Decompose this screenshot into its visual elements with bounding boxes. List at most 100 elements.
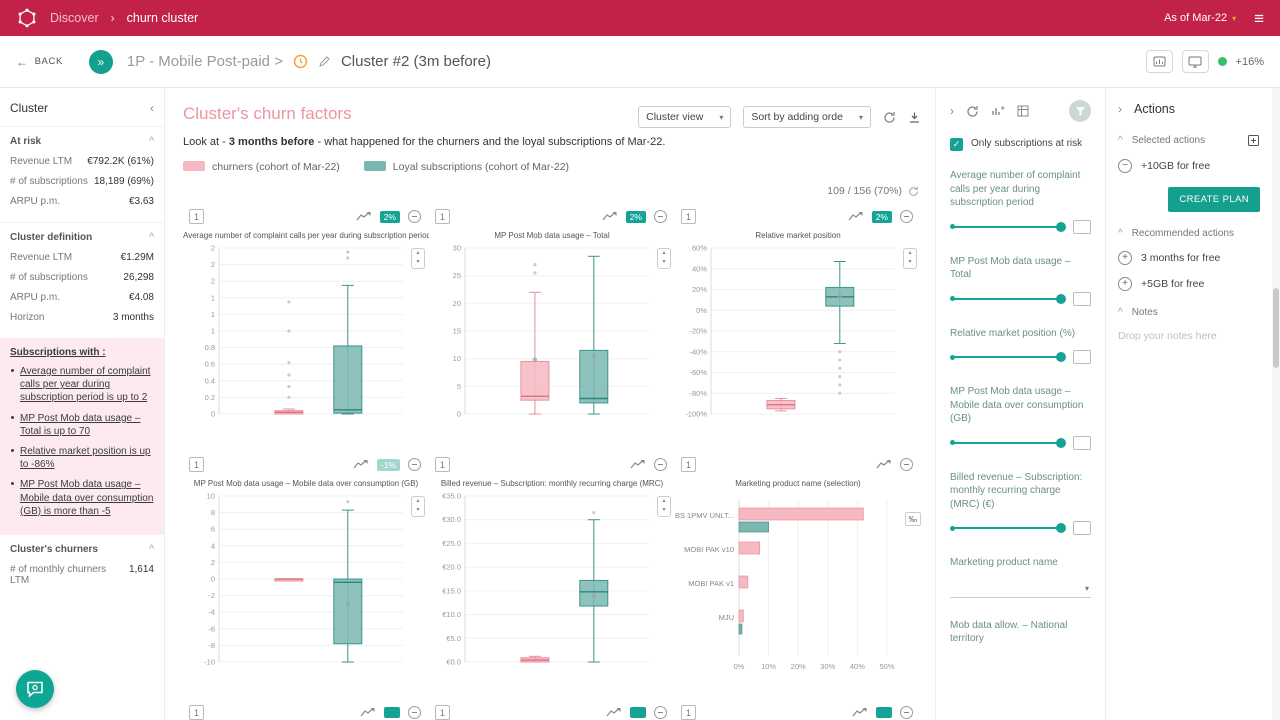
zoom-stepper[interactable]: ▴ ▾ [411,248,425,269]
chart-layer-icon[interactable]: 1 [435,457,450,472]
remove-chart-icon[interactable] [408,706,421,719]
caret-down-icon: ▾ [1232,13,1237,23]
delta-badge: 2% [625,210,646,223]
range-slider[interactable] [950,522,1066,534]
app-logo-icon[interactable] [16,7,38,29]
chart-layer-icon[interactable]: 1 [435,705,450,720]
chart-layer-icon[interactable]: 1 [681,209,696,224]
filter-definition-link[interactable]: Relative market position is up to -86% [11,445,154,471]
chevron-up-icon[interactable]: ^ [149,136,154,147]
add-action-icon[interactable]: + [1118,277,1132,291]
reload-count-icon[interactable] [908,186,919,197]
collapse-sidebar-icon[interactable]: ‹ [150,101,154,115]
chart-layer-icon[interactable]: 1 [189,457,204,472]
refresh-icon[interactable] [883,111,896,124]
remove-action-icon[interactable]: − [1118,159,1132,173]
filter-funnel-button[interactable] [1069,100,1091,122]
collapse-filters-icon[interactable]: › [950,104,954,118]
filter-definition-link[interactable]: MP Post Mob data usage – Total is up to … [11,412,154,438]
download-icon[interactable] [908,111,921,124]
slider-input-toggle[interactable] [1073,219,1091,234]
table-view-icon[interactable] [1017,105,1029,117]
sort-select[interactable]: Sort by adding orde ▾ [743,106,871,128]
as-of-selector[interactable]: As of Mar-22 ▾ [1164,12,1236,24]
breadcrumb-segment[interactable]: 1P - Mobile Post-paid > [126,53,283,70]
range-slider[interactable] [950,351,1066,363]
trend-icon[interactable] [630,459,646,470]
svg-text:2: 2 [211,277,215,286]
at-risk-checkbox-row[interactable]: ✓ Only subscriptions at risk [950,138,1091,151]
monitor-view-button[interactable] [1181,50,1209,73]
unit-toggle[interactable]: ‰ [904,512,921,526]
breadcrumb-discover[interactable]: Discover [50,11,99,25]
trend-icon[interactable] [353,459,369,470]
slider-input-toggle[interactable] [1073,350,1091,364]
notes-dropzone[interactable]: Drop your notes here [1118,330,1217,342]
report-view-button[interactable] [1145,50,1173,73]
trend-icon[interactable] [606,707,622,718]
recommended-actions-header[interactable]: ^ Recommended actions [1118,228,1260,239]
chart-card-partial: 1 [429,697,675,720]
menu-icon[interactable]: ≡ [1254,8,1264,28]
checkbox-checked-icon[interactable]: ✓ [950,138,963,151]
open-plan-icon[interactable] [1247,134,1260,147]
chart-layer-icon[interactable]: 1 [189,209,204,224]
edit-pencil-icon[interactable] [318,55,331,68]
collapse-actions-icon[interactable]: › [1118,102,1122,116]
trend-icon[interactable] [848,211,864,222]
remove-chart-icon[interactable] [408,210,421,223]
product-name-dropdown[interactable]: ▾ [950,580,1091,598]
range-slider[interactable] [950,221,1066,233]
filter-definition-link[interactable]: Average number of complaint calls per ye… [11,365,154,405]
zoom-stepper[interactable]: ▴ ▾ [657,496,671,517]
chart-layer-icon[interactable]: 1 [681,457,696,472]
svg-text:0: 0 [457,410,461,419]
history-clock-icon[interactable] [293,54,308,69]
chart-title: Marketing product name (selection) [735,479,861,488]
chart-layer-icon[interactable]: 1 [189,705,204,720]
zoom-stepper[interactable]: ▴ ▾ [411,496,425,517]
notes-header[interactable]: ^ Notes [1118,307,1260,318]
chart-layer-icon[interactable]: 1 [435,209,450,224]
remove-chart-icon[interactable] [900,458,913,471]
zoom-stepper[interactable]: ▴ ▾ [903,248,917,269]
remove-chart-icon[interactable] [408,458,421,471]
remove-chart-icon[interactable] [900,706,913,719]
chart-layer-icon[interactable]: 1 [681,705,696,720]
remove-chart-icon[interactable] [900,210,913,223]
add-chart-icon[interactable] [991,105,1005,117]
filter-definition-link[interactable]: MP Post Mob data usage – Mobile data ove… [11,479,154,517]
trend-icon[interactable] [360,707,376,718]
range-slider[interactable] [950,437,1066,449]
slider-input-toggle[interactable] [1073,521,1091,535]
remove-chart-icon[interactable] [654,458,667,471]
recommended-action-item: + 3 months for free [1118,251,1260,265]
at-risk-section: At risk ^ Revenue LTM €792.2K (61%) # of … [0,126,164,222]
expand-cluster-button[interactable]: » [88,49,113,74]
chart-card: 1 2% Average number of complaint calls p… [183,201,429,449]
view-select[interactable]: Cluster view ▾ [638,106,732,128]
create-plan-button[interactable]: CREATE PLAN [1168,187,1260,212]
reset-filters-icon[interactable] [966,105,979,118]
chat-support-button[interactable] [16,670,54,708]
remove-chart-icon[interactable] [654,210,667,223]
svg-text:€15.0: €15.0 [442,586,461,595]
trend-icon[interactable] [356,211,372,222]
add-action-icon[interactable]: + [1118,251,1132,265]
trend-icon[interactable] [852,707,868,718]
range-slider[interactable] [950,293,1066,305]
remove-chart-icon[interactable] [654,706,667,719]
trend-icon[interactable] [876,459,892,470]
selected-actions-header[interactable]: ^ Selected actions [1118,134,1260,147]
chevron-up-icon[interactable]: ^ [149,232,154,243]
chart-title: Average number of complaint calls per ye… [183,231,429,240]
zoom-stepper[interactable]: ▴ ▾ [657,248,671,269]
cluster-churners-section: Cluster's churners ^ # of monthly churne… [0,533,164,601]
back-button[interactable]: ← BACK [16,55,63,69]
chevron-up-icon[interactable]: ^ [149,543,154,555]
vertical-scrollbar[interactable] [1272,88,1280,720]
slider-input-toggle[interactable] [1073,291,1091,306]
slider-input-toggle[interactable] [1073,435,1091,450]
scrollbar-thumb[interactable] [1273,288,1279,368]
trend-icon[interactable] [602,211,618,222]
